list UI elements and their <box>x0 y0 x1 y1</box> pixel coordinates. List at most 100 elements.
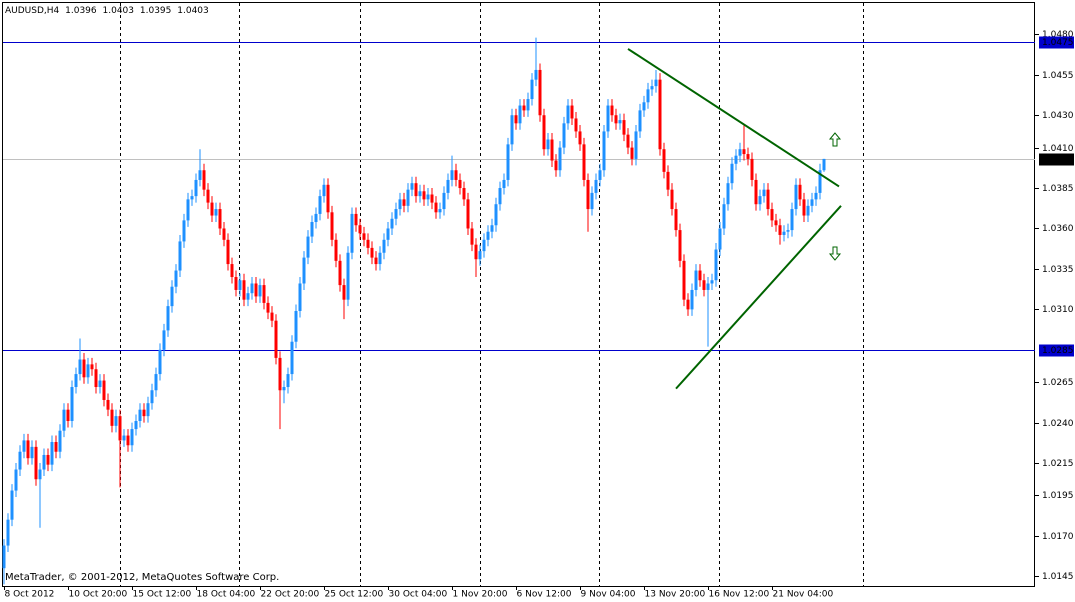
x-tick-label: 8 Oct 2012 <box>5 590 55 600</box>
y-tick-label: 1.0335 <box>1042 265 1074 275</box>
candle-body <box>682 260 686 300</box>
x-tick-label: 13 Nov 20:00 <box>645 590 706 600</box>
candle-body <box>46 454 50 465</box>
candle-body <box>226 239 230 265</box>
candle-body <box>346 252 350 300</box>
candle-body <box>438 209 442 213</box>
candle-body <box>450 170 454 180</box>
candle-body <box>678 230 682 261</box>
y-tick-label: 1.0215 <box>1042 459 1074 469</box>
candle-body <box>762 189 766 197</box>
candle-body <box>710 280 714 284</box>
candle-body <box>314 213 318 223</box>
price-label: 1.0475 <box>1042 38 1074 48</box>
candle-body <box>390 218 394 229</box>
chart-title: AUDUSD,H4 1.0396 1.0403 1.0395 1.0403 <box>5 6 209 16</box>
candle-body <box>158 349 162 375</box>
y-tick-label: 1.0430 <box>1042 111 1074 121</box>
candle-body <box>570 105 574 119</box>
y-tick-label: 1.0410 <box>1042 144 1074 154</box>
candle-body <box>10 490 14 520</box>
candle-body <box>250 283 254 294</box>
candle-body <box>538 69 542 116</box>
candle-body <box>686 299 690 310</box>
candle-body <box>518 105 522 124</box>
candle-body <box>734 155 738 164</box>
candle-body <box>806 205 810 216</box>
candle-body <box>754 179 758 205</box>
candle-body <box>386 228 390 240</box>
candle-body <box>242 280 246 300</box>
plot-frame <box>2 2 1035 587</box>
candle-body <box>90 364 94 370</box>
symbol: AUDUSD,H4 <box>5 6 60 16</box>
candle-body <box>738 149 742 156</box>
candle-body <box>126 435 130 446</box>
candle-body <box>206 189 210 203</box>
candle-body <box>398 199 402 210</box>
candle-body <box>590 192 594 210</box>
candle-body <box>750 158 754 180</box>
candle-body <box>458 179 462 189</box>
candle-body <box>58 430 62 452</box>
x-tick-label: 25 Oct 12:00 <box>325 590 384 600</box>
candle-body <box>706 283 710 290</box>
y-tick-label: 1.0265 <box>1042 378 1074 388</box>
candle-body <box>14 469 18 491</box>
candle-body <box>178 241 182 271</box>
candle-body <box>774 220 778 226</box>
y-tick-label: 1.0170 <box>1042 532 1074 542</box>
candle-body <box>42 454 46 470</box>
x-tick-label: 1 Nov 20:00 <box>453 590 508 600</box>
candle-body <box>2 545 6 569</box>
candle-body <box>62 409 66 431</box>
candle-body <box>18 451 22 470</box>
candle-body <box>146 403 150 417</box>
price-label: 1.0285 <box>1042 346 1074 356</box>
candle-body <box>802 199 806 216</box>
candle-body <box>462 188 466 200</box>
candle-body <box>698 270 702 281</box>
candle-body <box>422 191 426 200</box>
candle-body <box>246 293 250 300</box>
period-separators <box>120 3 864 586</box>
x-tick-label: 22 Oct 20:00 <box>261 590 320 600</box>
candle-body <box>778 225 782 235</box>
candle-body <box>610 105 614 116</box>
x-tick-label: 6 Nov 12:00 <box>517 590 572 600</box>
candle-body <box>586 179 590 210</box>
candle-body <box>258 285 262 297</box>
x-tick-label: 15 Oct 12:00 <box>133 590 192 600</box>
candle-body <box>66 409 70 421</box>
candle-body <box>130 429 134 446</box>
candle-body <box>790 209 794 231</box>
candle-body <box>318 196 322 214</box>
candle-body <box>758 196 762 205</box>
candle-body <box>530 79 534 100</box>
candle-body <box>558 147 562 171</box>
candle-body <box>82 359 86 378</box>
price-label-box <box>1039 153 1074 166</box>
candle-body <box>818 170 822 193</box>
candle-body <box>294 310 298 342</box>
y-tick-label: 1.0385 <box>1042 184 1074 194</box>
candle-body <box>742 149 746 155</box>
candle-body <box>30 446 34 459</box>
candle-body <box>198 170 202 180</box>
candle-body <box>494 204 498 226</box>
candle-body <box>290 341 294 375</box>
candle-body <box>142 409 146 417</box>
candle-body <box>334 239 338 261</box>
arrow-down <box>828 246 842 261</box>
trend-line <box>627 48 840 188</box>
candle-body <box>446 179 450 193</box>
candle-body <box>622 120 626 135</box>
candle-body <box>514 115 518 124</box>
price-label: 1.0403 <box>1042 155 1074 165</box>
candle-body <box>362 233 366 240</box>
candle-body <box>474 244 478 260</box>
candle-body <box>430 194 434 203</box>
candle-body <box>666 171 670 190</box>
candle-body <box>170 286 174 307</box>
